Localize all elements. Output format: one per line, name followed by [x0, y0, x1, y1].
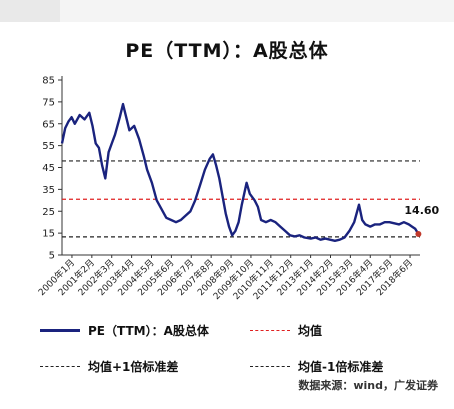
- legend-item-mean-minus-std: 均值-1倍标准差: [250, 358, 383, 375]
- y-tick-label: 35: [42, 185, 55, 196]
- y-tick-label: 25: [42, 207, 55, 218]
- legend-item-pe: PE（TTM）：A股总体: [40, 322, 209, 339]
- last-value-label: 14.60: [404, 204, 439, 217]
- legend-label-mean: 均值: [298, 324, 323, 338]
- top-band-corner: [0, 0, 60, 22]
- last-point-marker: [415, 231, 422, 237]
- y-axis: 5 15 25 35 45 55 65 75 85: [42, 76, 63, 262]
- source-note: 数据来源：wind，广发证券: [298, 379, 438, 392]
- y-tick-label: 85: [42, 76, 55, 87]
- legend: PE（TTM）：A股总体 均值 均值+1倍标准差 均值-1倍标准差: [40, 322, 450, 382]
- reference-lines: [62, 160, 420, 238]
- y-tick-label: 45: [42, 163, 55, 174]
- legend-label-mean-minus-std: 均值-1倍标准差: [298, 360, 384, 374]
- x-axis: 2000年1月2001年2月2002年3月2003年4月2004年5月2005年…: [36, 254, 420, 302]
- y-tick-label: 65: [42, 119, 55, 130]
- legend-swatch-mean: [250, 330, 290, 331]
- legend-label-mean-plus-std: 均值+1倍标准差: [88, 360, 179, 374]
- y-tick-label: 15: [42, 229, 55, 240]
- pe-series-line: [60, 102, 420, 242]
- legend-label-pe: PE（TTM）：A股总体: [88, 324, 209, 338]
- y-tick-label: 5: [49, 251, 55, 262]
- legend-swatch-pe: [40, 329, 80, 332]
- legend-item-mean: 均值: [250, 322, 322, 339]
- legend-swatch-mean-plus-std: [40, 366, 80, 367]
- chart-title: PE（TTM）：A股总体: [125, 40, 329, 62]
- legend-swatch-mean-minus-std: [250, 366, 290, 367]
- y-tick-label: 75: [42, 97, 55, 108]
- y-tick-label: 55: [42, 141, 55, 152]
- top-band: [0, 0, 454, 22]
- legend-item-mean-plus-std: 均值+1倍标准差: [40, 358, 178, 375]
- series-layer: 14.60: [60, 102, 440, 242]
